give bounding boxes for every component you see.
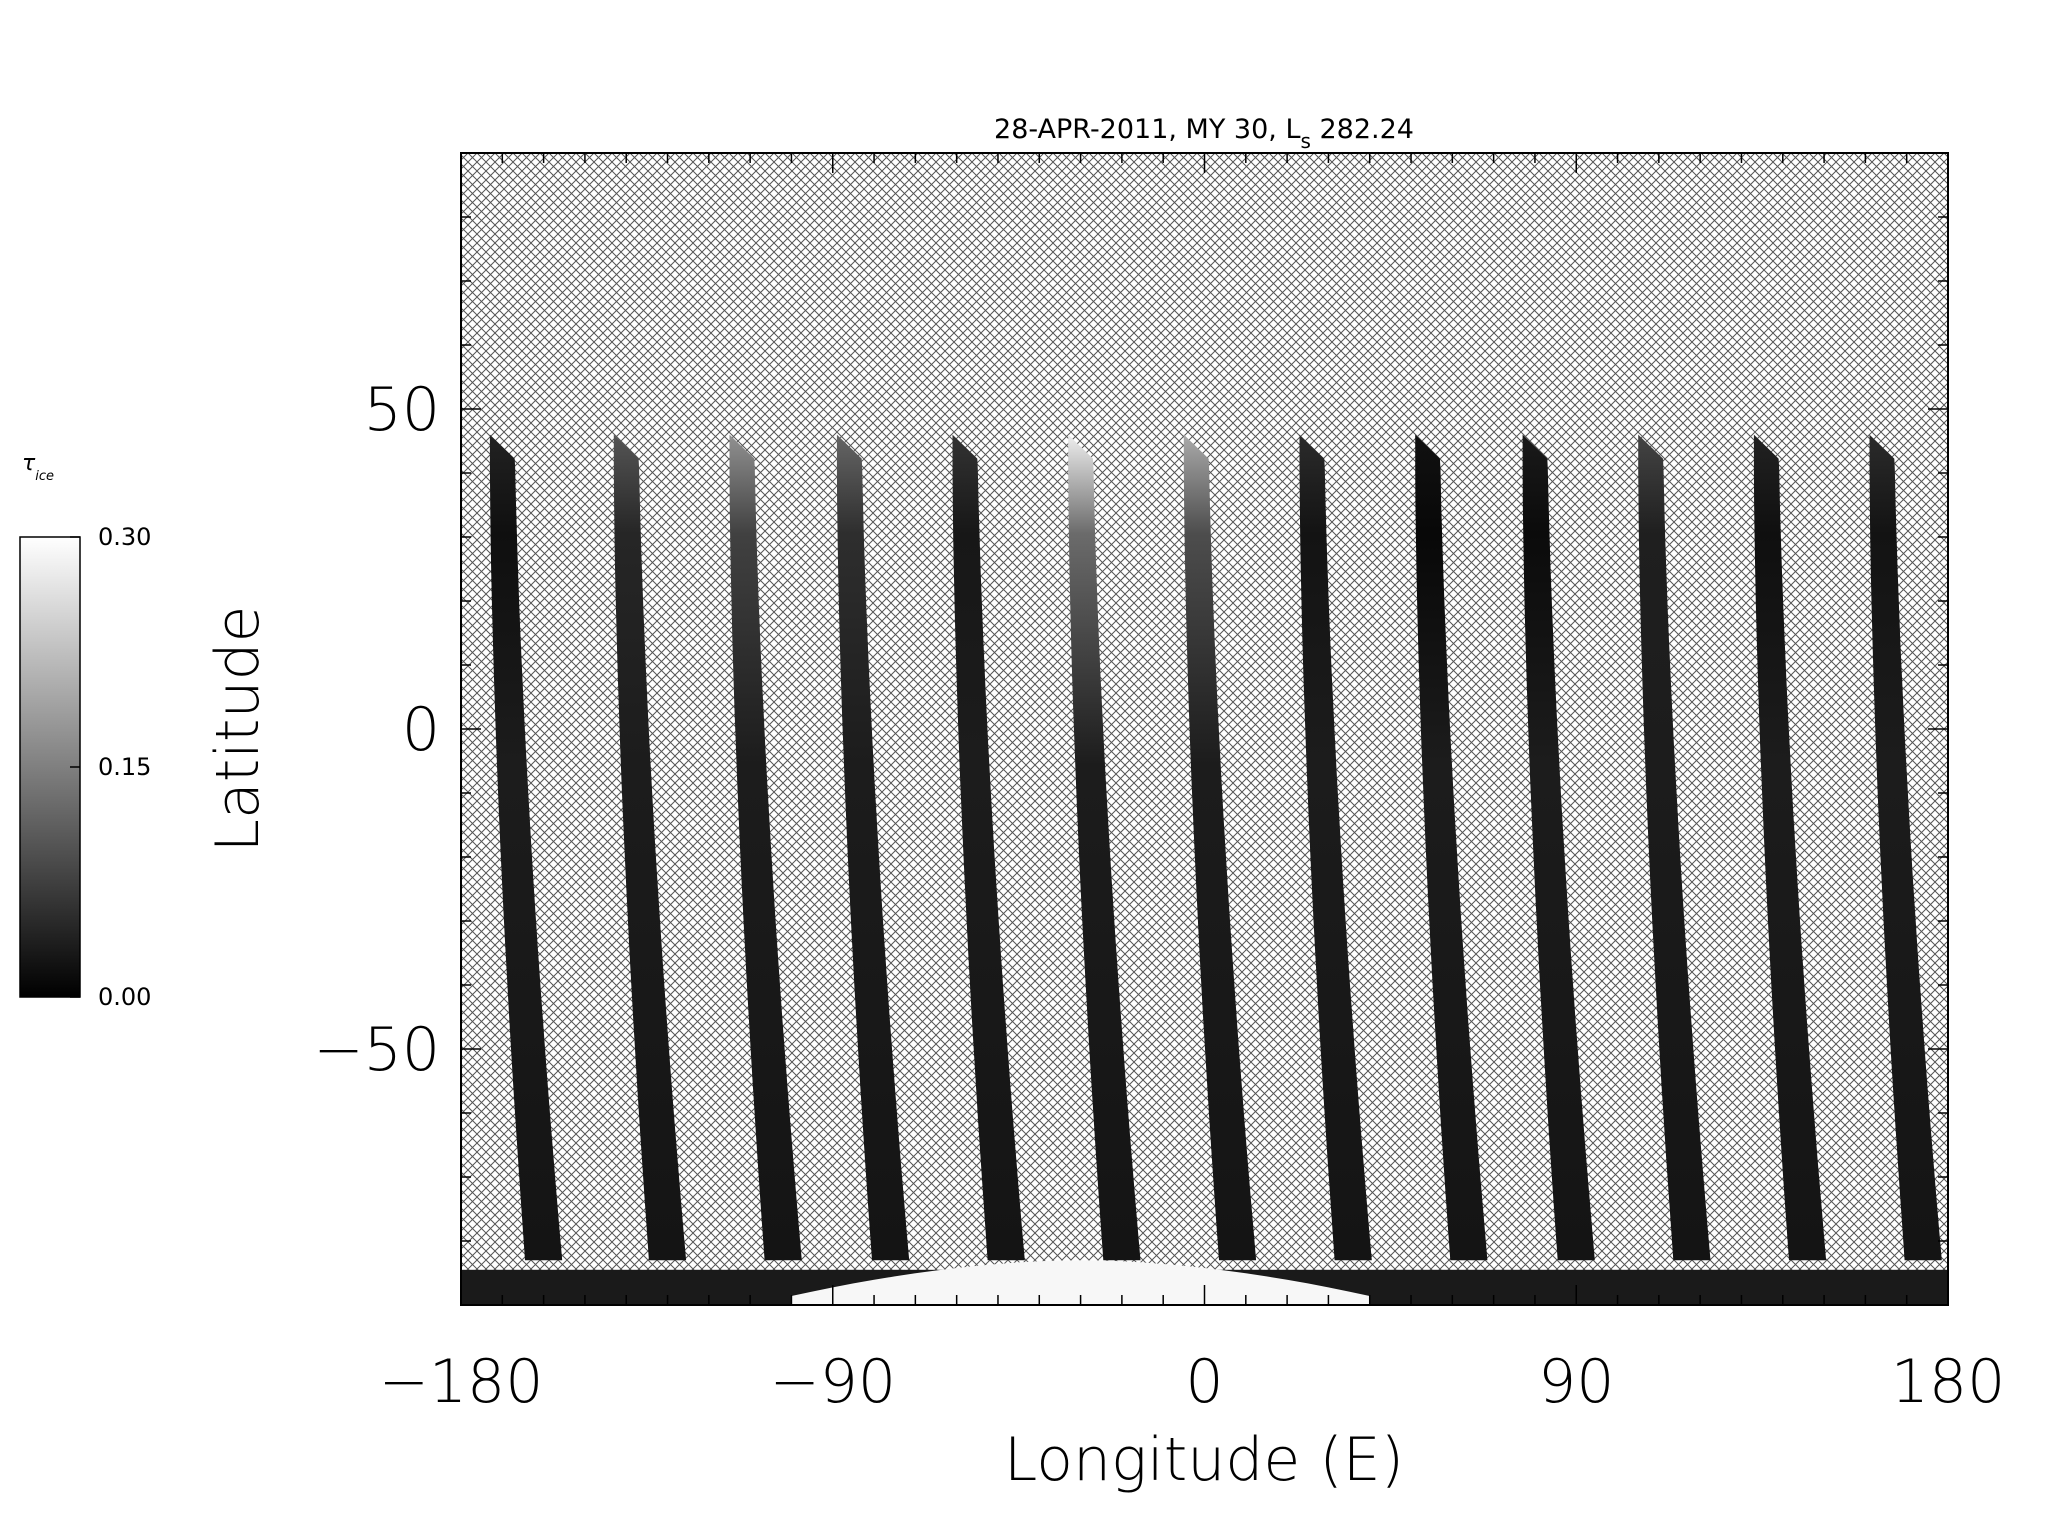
- axis-ticks: [460, 152, 1949, 1306]
- orbit-swath: [1638, 434, 1711, 1261]
- x-tick-label: −90: [769, 1347, 896, 1417]
- orbit-swath: [1522, 434, 1595, 1261]
- orbit-swath: [1299, 434, 1372, 1261]
- colorbar-tick-label: 0.30: [98, 523, 151, 551]
- colorbar-ticks: 0.00 0.15 0.30: [70, 523, 151, 1011]
- x-tick-label: 0: [1185, 1347, 1223, 1417]
- colorbar-label: τice: [22, 451, 54, 484]
- orbit-swath: [952, 434, 1025, 1261]
- y-tick-label: 50: [364, 375, 440, 445]
- x-tick-label: 180: [1891, 1347, 2006, 1417]
- orbit-swath: [613, 434, 687, 1261]
- orbit-swath: [1068, 434, 1141, 1261]
- y-tick-labels: −50 0 50: [313, 375, 440, 1085]
- orbit-swath: [489, 434, 563, 1261]
- orbit-swath: [729, 434, 802, 1261]
- orbit-swath: [1753, 434, 1827, 1261]
- y-tick-label: −50: [313, 1015, 440, 1085]
- orbit-swath: [1415, 434, 1488, 1261]
- y-axis-label: Latitude: [203, 606, 273, 853]
- polar-cap-region: [791, 1260, 1370, 1305]
- y-tick-label: 0: [402, 695, 440, 765]
- plot-area: [460, 152, 1949, 1306]
- colorbar: τice 0.00 0.15 0.30: [19, 451, 151, 1011]
- colorbar-tick-label: 0.15: [98, 753, 151, 781]
- x-tick-label: 90: [1538, 1347, 1614, 1417]
- x-axis-label: Longitude (E): [1004, 1425, 1404, 1495]
- orbit-swath: [1183, 434, 1257, 1261]
- x-tick-labels: −180 −90 0 90 180: [379, 1347, 2006, 1417]
- orbit-swath: [836, 434, 910, 1261]
- orbit-swath: [1869, 434, 1942, 1261]
- chart-title: 28-APR-2011, MY 30, Ls 282.24: [994, 114, 1414, 153]
- x-tick-label: −180: [379, 1347, 544, 1417]
- colorbar-tick-label: 0.00: [98, 983, 151, 1011]
